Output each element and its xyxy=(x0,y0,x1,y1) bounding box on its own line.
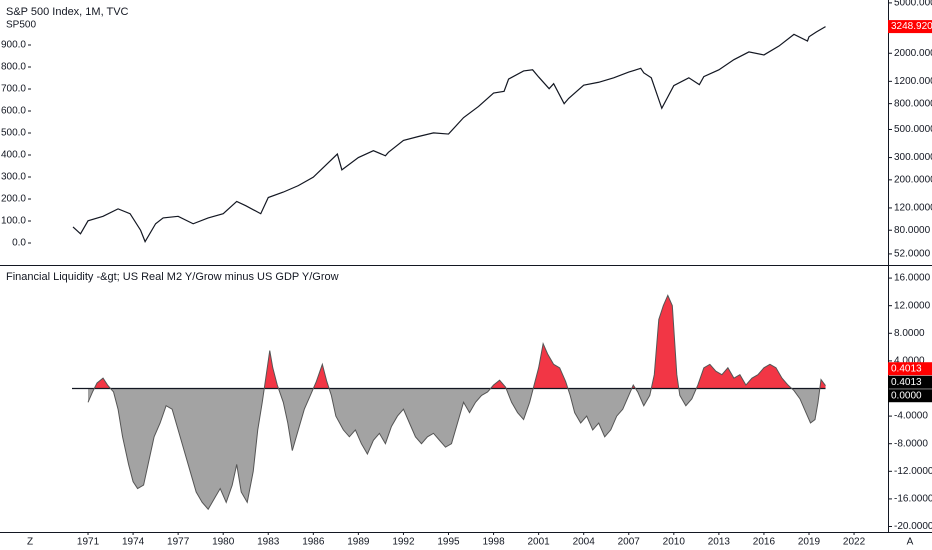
y-tick-label: 200.0000 xyxy=(894,174,932,185)
y2-tick-label: 700.0 xyxy=(1,84,26,95)
indicator-value-label: 0.0000 xyxy=(891,390,922,401)
y-tick-label: 12.0000 xyxy=(894,300,931,311)
y-tick-label: -20.0000 xyxy=(894,521,932,532)
x-tick-label: 1983 xyxy=(257,537,280,548)
y2-tick-label: 500.0 xyxy=(1,128,26,139)
indicator-title: Financial Liquidity -&gt; US Real M2 Y/G… xyxy=(6,271,339,283)
price-line xyxy=(72,26,826,244)
x-tick-label: 2007 xyxy=(618,537,641,548)
indicator-value-label-bg xyxy=(888,375,932,389)
timezone-button[interactable]: Z xyxy=(27,537,33,548)
y2-tick-label: 800.0 xyxy=(1,62,26,73)
positive-area xyxy=(88,295,826,389)
indicator-line xyxy=(87,294,826,511)
indicator-value-label-bg xyxy=(888,389,932,403)
x-tick-label: 2010 xyxy=(663,537,686,548)
indicator-value-label-bg xyxy=(888,362,932,376)
x-tick-label: 2004 xyxy=(573,537,596,548)
x-tick-label: 1998 xyxy=(482,537,505,548)
negative-area xyxy=(88,388,820,510)
last-price-label: 3248.9200 xyxy=(891,21,932,32)
y2-tick-label: 100.0 xyxy=(1,216,26,227)
y-tick-label: -8.0000 xyxy=(894,438,928,449)
y-tick-label: -4.0000 xyxy=(894,411,928,422)
x-tick-label: 1989 xyxy=(347,537,370,548)
indicator-value-label: 0.4013 xyxy=(891,363,922,374)
y-tick-label: 300.0000 xyxy=(894,152,932,163)
y-tick-label: -16.0000 xyxy=(894,494,932,505)
y-tick-label: 500.0000 xyxy=(894,124,932,135)
last-price-label-bg xyxy=(888,20,932,34)
y-tick-label: 8.0000 xyxy=(894,328,925,339)
y2-tick-label: 0.0 xyxy=(12,238,26,249)
y-tick-label: 16.0000 xyxy=(894,273,931,284)
y-tick-label: 120.0000 xyxy=(894,203,932,214)
y-tick-label: -12.0000 xyxy=(894,466,932,477)
x-tick-label: 1971 xyxy=(77,537,100,548)
x-tick-label: 1977 xyxy=(167,537,190,548)
y2-tick-label: 600.0 xyxy=(1,106,26,117)
x-tick-label: 2001 xyxy=(528,537,551,548)
chart-subtitle: SP500 xyxy=(6,20,36,31)
y-tick-label: 80.0000 xyxy=(894,225,931,236)
indicator-value-label: 0.4013 xyxy=(891,377,922,388)
x-tick-label: 1995 xyxy=(437,537,460,548)
y2-tick-label: 300.0 xyxy=(1,172,26,183)
x-tick-label: 2022 xyxy=(843,537,866,548)
x-tick-label: 2016 xyxy=(753,537,776,548)
x-tick-label: 1992 xyxy=(392,537,415,548)
y-tick-label: 5000.0000 xyxy=(894,0,932,9)
x-tick-label: 2019 xyxy=(798,537,821,548)
chart-title: S&P 500 Index, 1M, TVC xyxy=(6,6,129,18)
y-tick-label: 1200.0000 xyxy=(894,76,932,87)
x-tick-label: 1986 xyxy=(302,537,325,548)
y2-tick-label: 400.0 xyxy=(1,150,26,161)
x-tick-label: 1974 xyxy=(122,537,145,548)
auto-scale-button[interactable]: A xyxy=(907,537,914,548)
x-tick-label: 2013 xyxy=(708,537,731,548)
x-tick-label: 1980 xyxy=(212,537,235,548)
y-tick-label: 4.0000 xyxy=(894,356,925,367)
y-tick-label: 800.0000 xyxy=(894,98,932,109)
y2-tick-label: 900.0 xyxy=(1,40,26,51)
y2-tick-label: 200.0 xyxy=(1,194,26,205)
y-tick-label: 52.0000 xyxy=(894,249,931,260)
y-tick-label: 2000.0000 xyxy=(894,48,932,59)
